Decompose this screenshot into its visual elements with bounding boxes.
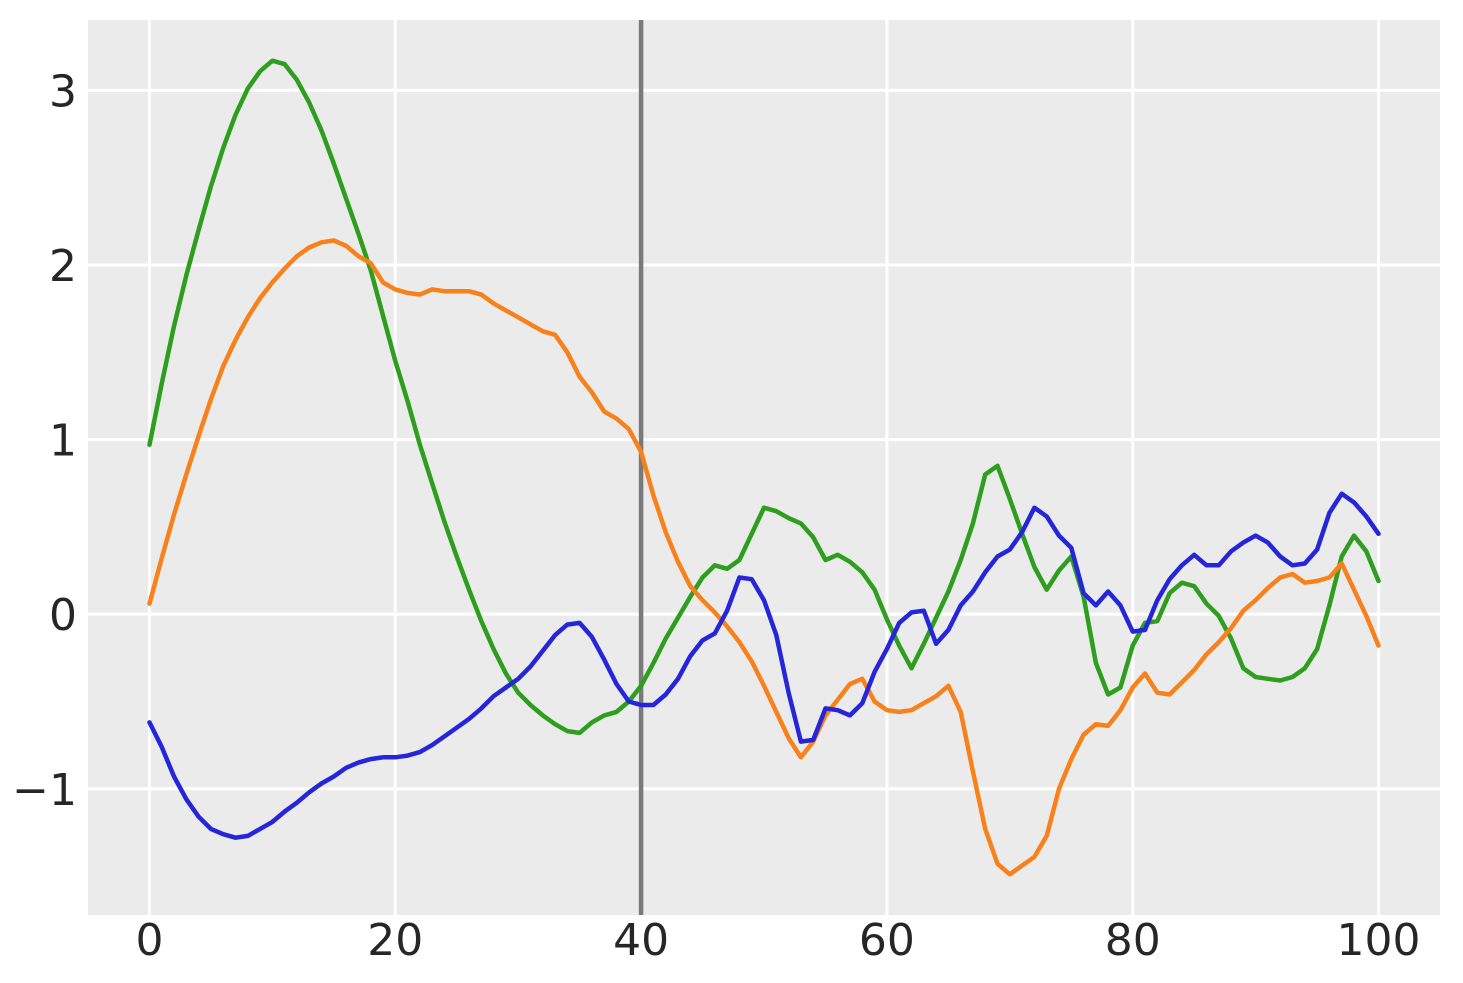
series-layer <box>147 58 1381 877</box>
x-tick-label-60: 60 <box>859 915 915 966</box>
x-tick-label-20: 20 <box>367 915 423 966</box>
series-green-line <box>147 58 1381 736</box>
x-tick-label-40: 40 <box>613 915 669 966</box>
x-tick-label-0: 0 <box>135 915 163 966</box>
y-tick-label-neg1: −1 <box>12 765 77 816</box>
x-tick-label-80: 80 <box>1105 915 1161 966</box>
series-blue-line <box>147 491 1381 840</box>
y-tick-label-1: 1 <box>49 416 77 467</box>
x-tick-label-100: 100 <box>1337 915 1421 966</box>
series-orange-line <box>147 238 1381 877</box>
tick-label-layer: 0 20 40 60 80 100 −1 0 1 2 3 <box>12 66 1420 966</box>
y-tick-label-2: 2 <box>49 241 77 292</box>
plot-background-layer <box>88 20 1440 915</box>
plot-area <box>88 20 1440 915</box>
y-tick-label-0: 0 <box>49 590 77 641</box>
y-tick-label-3: 3 <box>49 66 77 117</box>
